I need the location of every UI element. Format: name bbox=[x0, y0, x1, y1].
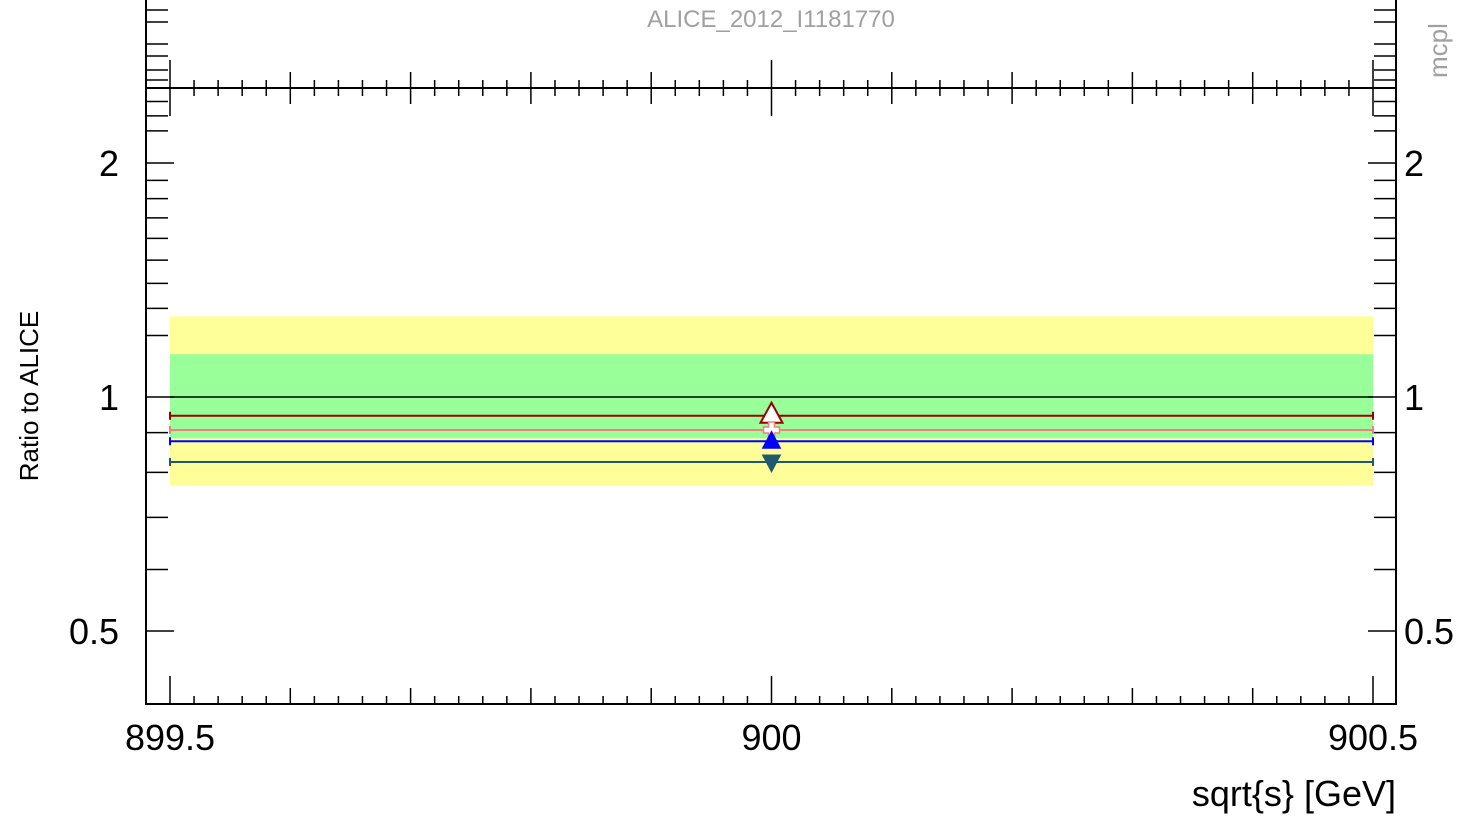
y-tick-label: 0.5 bbox=[69, 611, 119, 652]
x-tick-label: 900.5 bbox=[1328, 717, 1418, 758]
series-3 bbox=[169, 454, 1374, 474]
y-tick-label: 1 bbox=[99, 377, 119, 418]
y-axis-tick-labels: 0.5 0.5 1 1 2 2 bbox=[69, 143, 1454, 652]
mc-series bbox=[169, 400, 1374, 474]
x-axis-ticks bbox=[169, 88, 1374, 704]
side-tag: mcpl bbox=[1423, 23, 1453, 78]
series-0 bbox=[169, 400, 1374, 424]
y-axis-ticks bbox=[146, 100, 1396, 632]
uncertainty-bands bbox=[170, 316, 1373, 486]
x-tick-label: 900 bbox=[741, 717, 801, 758]
x-tick-label: 899.5 bbox=[125, 717, 215, 758]
y-tick-label-right: 2 bbox=[1404, 143, 1424, 184]
series-marker-3 bbox=[761, 454, 782, 474]
analysis-title: ALICE_2012_I1181770 bbox=[647, 6, 895, 33]
x-axis-tick-labels: 899.5 900 900.5 bbox=[125, 717, 1418, 758]
y-tick-label: 2 bbox=[99, 143, 119, 184]
x-axis-label: sqrt{s} [GeV] bbox=[1192, 773, 1396, 814]
series-2 bbox=[169, 430, 1374, 449]
ratio-panel: 899.5 900 900.5 0.5 0.5 1 1 2 2 bbox=[69, 87, 1454, 758]
y-tick-label-right: 0.5 bbox=[1404, 611, 1454, 652]
series-marker-2 bbox=[761, 430, 782, 449]
y-tick-label-right: 1 bbox=[1404, 377, 1424, 418]
y-axis-label: Ratio to ALICE bbox=[14, 311, 44, 482]
